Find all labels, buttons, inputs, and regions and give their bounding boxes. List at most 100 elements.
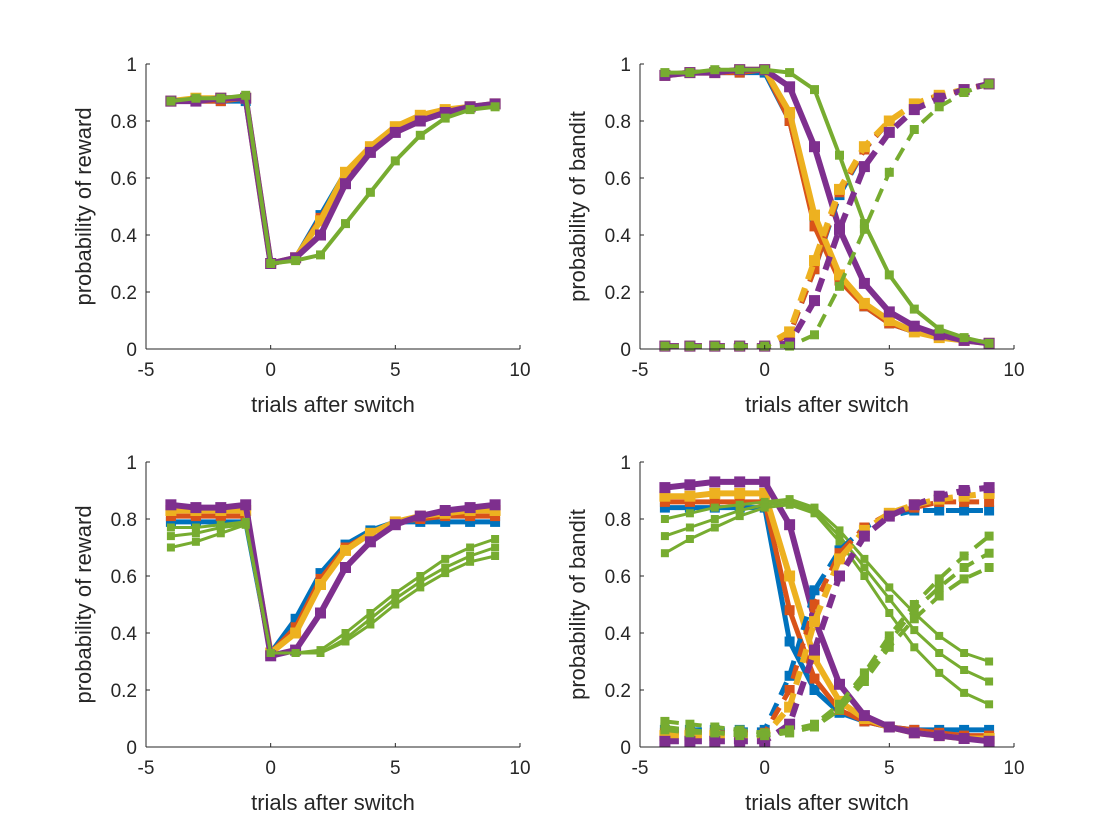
data-point bbox=[315, 215, 326, 227]
data-point bbox=[414, 115, 426, 127]
x-tick-label: -5 bbox=[138, 360, 155, 381]
data-point bbox=[784, 685, 795, 695]
y-tick-label: 0.4 bbox=[111, 226, 138, 247]
data-point bbox=[166, 96, 176, 106]
data-point bbox=[784, 326, 796, 338]
data-point bbox=[858, 161, 870, 173]
data-point bbox=[860, 563, 869, 572]
data-point bbox=[934, 324, 944, 334]
y-tick-label: 1 bbox=[620, 453, 631, 474]
data-point bbox=[859, 219, 869, 229]
data-point bbox=[340, 544, 351, 556]
data-point bbox=[759, 735, 771, 747]
data-point bbox=[340, 178, 351, 190]
data-point bbox=[809, 673, 820, 684]
data-point bbox=[809, 141, 820, 153]
y-tick-label: 0 bbox=[620, 340, 631, 361]
data-point bbox=[958, 490, 970, 502]
data-point bbox=[439, 107, 451, 118]
series-group bbox=[659, 476, 995, 747]
data-point bbox=[860, 554, 869, 563]
data-point bbox=[341, 219, 350, 229]
data-point bbox=[685, 523, 694, 532]
data-point bbox=[216, 523, 225, 532]
data-point bbox=[391, 600, 400, 609]
data-point bbox=[884, 270, 894, 280]
data-point bbox=[959, 88, 969, 97]
series-line-green bbox=[664, 503, 990, 706]
x-tick-label: 5 bbox=[390, 360, 401, 381]
data-point bbox=[784, 670, 795, 681]
x-tick-label: 5 bbox=[884, 360, 895, 381]
data-point bbox=[391, 594, 400, 603]
data-point bbox=[440, 113, 450, 123]
data-point bbox=[983, 482, 995, 494]
data-point bbox=[709, 496, 720, 507]
data-point bbox=[290, 613, 301, 624]
data-point bbox=[785, 728, 795, 738]
data-point bbox=[191, 537, 200, 546]
data-point bbox=[490, 516, 501, 527]
data-point bbox=[465, 516, 476, 527]
data-point bbox=[735, 341, 745, 351]
data-point bbox=[216, 93, 226, 103]
data-point bbox=[835, 537, 844, 546]
data-point bbox=[809, 221, 820, 232]
data-point bbox=[908, 98, 920, 110]
data-point bbox=[659, 730, 671, 742]
data-point bbox=[884, 631, 894, 641]
data-point bbox=[734, 735, 746, 747]
data-point bbox=[291, 256, 301, 266]
series-line-green bbox=[170, 520, 496, 655]
data-point bbox=[935, 668, 944, 677]
x-tick-label: 5 bbox=[884, 758, 895, 779]
data-point bbox=[340, 166, 351, 178]
x-tick-label: 10 bbox=[509, 758, 530, 779]
data-point bbox=[933, 329, 945, 341]
data-point bbox=[809, 209, 820, 221]
x-tick-label: -5 bbox=[632, 360, 649, 381]
data-point bbox=[784, 701, 796, 713]
data-point bbox=[216, 529, 225, 538]
data-point bbox=[266, 259, 276, 268]
x-axis-label: trials after switch bbox=[251, 790, 415, 815]
data-point bbox=[465, 511, 476, 522]
x-tick-label: 0 bbox=[265, 360, 276, 381]
data-point bbox=[734, 487, 746, 499]
data-point bbox=[909, 125, 919, 134]
data-point bbox=[364, 141, 376, 153]
x-tick-label: 10 bbox=[1003, 360, 1024, 381]
x-tick-label: 10 bbox=[1003, 758, 1024, 779]
y-tick-label: 0.6 bbox=[605, 567, 631, 588]
data-point bbox=[364, 146, 376, 158]
data-point bbox=[315, 573, 326, 584]
data-point bbox=[165, 505, 177, 516]
data-point bbox=[735, 731, 745, 741]
data-point bbox=[266, 649, 275, 657]
y-tick-label: 0.8 bbox=[111, 112, 137, 133]
data-point bbox=[760, 731, 770, 741]
x-axis-label: trials after switch bbox=[745, 392, 909, 417]
y-tick-label: 0 bbox=[620, 738, 631, 759]
data-point bbox=[910, 643, 919, 652]
data-point bbox=[491, 535, 500, 543]
data-point bbox=[166, 543, 175, 552]
data-point bbox=[735, 65, 745, 75]
data-point bbox=[166, 532, 175, 541]
data-point bbox=[190, 516, 201, 527]
data-point bbox=[685, 341, 695, 351]
series-group bbox=[165, 499, 501, 662]
series-line-green bbox=[664, 497, 990, 663]
data-point bbox=[341, 637, 350, 646]
data-point bbox=[389, 519, 401, 531]
data-point bbox=[984, 505, 995, 516]
data-point bbox=[165, 516, 176, 527]
series-line-green bbox=[170, 523, 496, 655]
data-point bbox=[910, 626, 919, 635]
data-point bbox=[784, 570, 796, 582]
data-point bbox=[760, 503, 769, 512]
data-point bbox=[784, 519, 796, 531]
data-point bbox=[984, 496, 995, 507]
